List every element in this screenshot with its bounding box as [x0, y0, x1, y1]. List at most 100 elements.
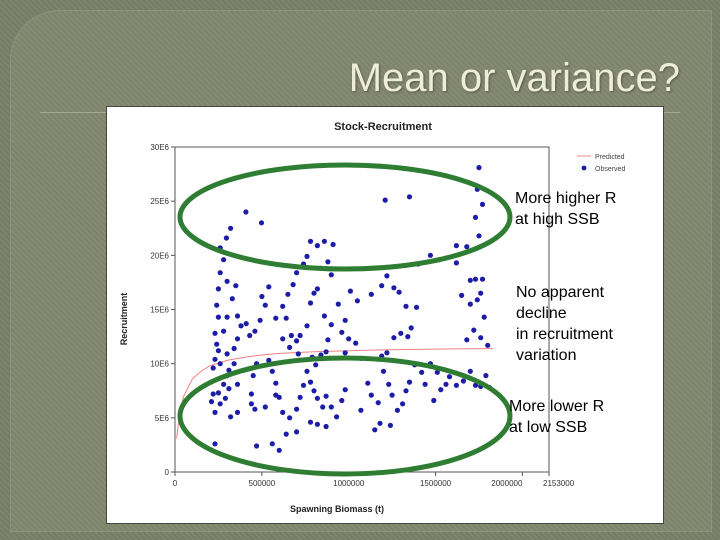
observed-point: [368, 392, 374, 398]
observed-point: [384, 350, 390, 356]
observed-point: [294, 270, 300, 276]
observed-point: [412, 362, 418, 368]
observed-point: [406, 379, 413, 385]
observed-point: [311, 388, 317, 394]
x-tick-label: 1500000: [420, 479, 452, 488]
observed-point: [394, 407, 400, 413]
observed-point: [464, 337, 470, 343]
observed-point: [379, 283, 385, 289]
observed-point: [233, 283, 239, 289]
observed-point: [311, 290, 317, 296]
observed-point: [453, 382, 459, 388]
annotation-no-decline: No apparent decline in recruitment varia…: [516, 284, 613, 364]
observed-point: [339, 329, 345, 335]
observed-point: [422, 381, 428, 387]
observed-point: [347, 288, 353, 294]
observed-point: [391, 285, 397, 291]
observed-point: [474, 186, 480, 192]
observed-point: [294, 338, 300, 344]
observed-point: [287, 344, 293, 350]
observed-point: [224, 314, 230, 320]
observed-point: [472, 382, 479, 388]
observed-point: [339, 397, 345, 404]
observed-point: [243, 209, 249, 215]
observed-point: [472, 276, 479, 282]
y-tick-label: 30E6: [150, 143, 169, 152]
observed-point: [304, 253, 310, 259]
observed-point: [273, 380, 279, 386]
observed-point: [300, 382, 307, 388]
plot-area: [174, 146, 550, 473]
observed-point: [250, 373, 256, 379]
observed-point: [254, 361, 260, 367]
observed-point: [300, 261, 307, 267]
observed-point: [377, 420, 383, 426]
observed-point: [217, 270, 223, 276]
observed-point: [307, 419, 314, 425]
observed-point: [408, 325, 414, 331]
observed-point: [307, 300, 314, 306]
observed-point: [276, 447, 282, 453]
observed-point: [386, 381, 392, 387]
observed-point: [379, 353, 385, 359]
observed-point: [223, 235, 229, 241]
observed-point: [380, 368, 387, 374]
legend-observed-swatch: [581, 165, 587, 171]
observed-point: [212, 441, 218, 447]
observed-point: [266, 357, 272, 363]
observed-point: [288, 332, 294, 339]
observed-point: [396, 289, 402, 295]
observed-point: [415, 261, 421, 267]
annotation-high-r: More higher R at high SSB: [515, 190, 617, 228]
observed-point: [471, 327, 477, 333]
observed-point: [221, 328, 227, 334]
chart-title: Stock-Recruitment: [334, 121, 432, 133]
observed-point: [334, 414, 340, 420]
observed-point: [431, 397, 437, 404]
observed-point: [208, 399, 215, 405]
legend-predicted-label: Predicted: [595, 154, 625, 161]
observed-point: [283, 315, 289, 321]
observed-point: [354, 298, 360, 304]
legend: Predicted Observed: [577, 154, 625, 173]
observed-point: [212, 330, 218, 336]
observed-point: [224, 278, 230, 284]
observed-point: [400, 401, 406, 407]
observed-point: [321, 313, 327, 319]
observed-point: [346, 336, 352, 342]
observed-point: [231, 361, 237, 367]
observed-point: [259, 293, 265, 300]
observed-point: [287, 415, 293, 421]
observed-point: [472, 214, 479, 220]
observed-point: [314, 286, 320, 292]
observed-point: [406, 194, 413, 200]
observed-point: [217, 361, 223, 367]
observed-point: [307, 238, 314, 244]
observed-point: [459, 292, 465, 298]
observed-point: [280, 336, 286, 342]
y-tick-label: 20E6: [150, 251, 169, 260]
observed-point: [247, 332, 253, 339]
observed-point: [217, 401, 223, 407]
observed-point: [467, 301, 473, 307]
observed-point: [318, 352, 324, 358]
observed-point: [222, 395, 228, 401]
axes: 0 5E6 10E6 15E6 20E6 25E6 30E6 0 500000 1000000 15…: [150, 143, 574, 488]
observed-point: [391, 335, 397, 341]
observed-point: [434, 369, 440, 375]
observed-point: [269, 441, 275, 447]
observed-point: [330, 241, 336, 248]
observed-point: [427, 361, 433, 367]
observed-point: [453, 243, 459, 249]
observed-point: [294, 429, 300, 435]
legend-observed-label: Observed: [595, 166, 625, 173]
observed-point: [313, 362, 319, 368]
observed-point: [215, 348, 221, 354]
observed-point: [314, 421, 320, 427]
observed-point: [243, 321, 249, 327]
observed-point: [320, 404, 326, 410]
observed-point: [478, 290, 484, 296]
observed-point: [214, 341, 220, 347]
observed-point: [358, 355, 364, 361]
x-tick-label: 2000000: [491, 479, 523, 488]
